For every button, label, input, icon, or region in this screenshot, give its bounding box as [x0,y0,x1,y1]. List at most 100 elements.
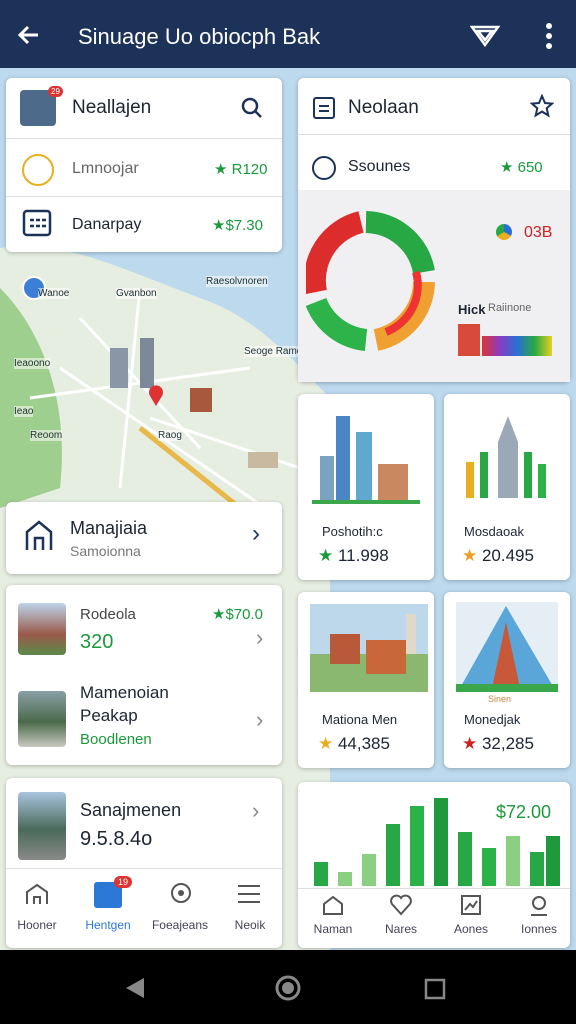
row-icon [312,156,336,180]
nav-label[interactable]: Nares [384,922,417,936]
map-label: Ieaoono [14,358,51,369]
badge: 29 [48,86,63,97]
star-icon: ★ [462,546,482,565]
star-icon: ★ [500,159,518,176]
nav-badge: 19 [114,876,133,888]
nav-label[interactable]: Hentgen [85,918,131,932]
card-title: Manajiaia [70,518,148,538]
chart-sublabel: Raiinone [488,302,532,314]
chart-label: Hick [458,302,486,317]
thumbnail [18,691,66,747]
tile-image [456,602,558,692]
tile[interactable]: Mosdaoak ★ 20.495 [444,394,570,580]
place-card[interactable]: Manajiaia Samoionna › [6,502,282,574]
thumbnail [18,792,66,860]
system-nav-bar [0,950,576,1024]
app-bar: Sinuage Uo obiocph Bak [0,0,576,68]
row-value: ★ 650 [500,158,543,176]
tile-title: Monedjak [464,712,521,727]
star-icon: ★ [214,161,232,178]
nav-label[interactable]: Aones [453,922,489,936]
chevron: › [252,798,260,823]
row-icon [22,154,54,186]
map-label: Raesolvnoren [206,276,268,287]
item-price: ★$70.0 [212,605,263,623]
value-text: 11.998 [337,546,389,565]
chart-value: 03B [524,224,553,241]
thumbnail [18,603,66,655]
row-value: ★$7.30 [212,216,263,234]
row-label[interactable]: Lmnoojar [72,160,139,177]
map-label: Seoge Ramol [244,346,305,357]
stats-value: $72.00 [496,802,552,822]
item-value: 320 [80,631,114,653]
tile-value: ★ 20.495 [462,546,534,566]
chevron: › [256,707,264,732]
nav-label[interactable]: Neoik [234,918,266,932]
donut-chart [306,211,435,351]
star-button[interactable] [530,94,554,118]
legend-icon [496,224,512,240]
nav-icon [461,895,481,915]
map-label: Ieao [14,406,34,417]
value-text: R120 [231,161,268,178]
search-button[interactable] [240,96,264,120]
tile-title: Mosdaoak [464,524,524,539]
star-icon: ★ [212,217,226,234]
star-icon: ★ [318,734,338,753]
list-icon [313,97,335,119]
chevron: › [256,625,264,650]
item-subtitle: Boodlenen [80,731,152,748]
bar-graphic [314,798,560,886]
back-key[interactable] [124,976,146,1000]
back-button[interactable] [16,22,42,48]
star-icon: ★ [462,734,482,753]
value-text: 650 [517,159,543,176]
card-subtitle: Samoionna [70,543,141,559]
nav-icon [390,894,412,916]
nav-icon [238,885,260,903]
filter-button[interactable] [470,24,500,48]
map-label: Reoom [30,430,63,441]
stats-card: $72.00 Naman Nares Aones Ionnes [298,782,570,948]
item-title[interactable]: Rodeola [80,606,136,623]
tile-image [466,416,546,498]
star-icon: ★ [318,546,338,565]
route-card: Sanajmenen 9.5.8.4o › 19 Hooner Hentgen … [6,778,282,948]
nav-icon [171,883,191,903]
card-title: Neallajen [72,97,152,118]
recents-key[interactable] [424,978,446,1000]
app-title: Sinuage Uo obiocph Bak [78,24,321,49]
item-title[interactable]: Mamenoian Peakap [80,683,169,725]
nav-label[interactable]: Ionnes [520,922,558,936]
nav-icon [26,883,48,904]
tile[interactable]: Mationa Men ★ 44,385 [298,592,434,768]
chevron: › [252,520,260,547]
row-label[interactable]: Ssounes [348,158,411,175]
tile-value: ★ 11.998 [318,546,389,566]
nav-label[interactable]: Foeajeans [151,918,209,932]
value-text: $7.30 [225,217,263,234]
tile-badge: Sinen [488,694,512,704]
home-key[interactable] [274,974,302,1002]
calendar-icon [22,209,52,237]
route-title[interactable]: Sanajmenen [80,800,182,820]
divider [6,138,282,139]
value-text: 32,285 [481,734,534,753]
row-label[interactable]: Danarpay [72,216,142,233]
tile-title: Mationa Men [322,712,398,727]
route-value: 9.5.8.4o [80,828,153,850]
map-label: Wanoe [38,288,70,299]
nav-label[interactable]: Naman [313,922,353,936]
card-title: Neolaan [348,97,419,118]
nav-icon [531,896,547,916]
tile[interactable]: Poshotih:c ★ 11.998 [298,394,434,580]
tile-value: ★ 32,285 [462,734,534,754]
list-card: Rodeola ★$70.0 320 › Mamenoian Peakap Bo… [6,585,282,765]
nav-label[interactable]: Hooner [17,918,57,932]
menu-button[interactable] [543,22,555,50]
nav-icon [323,895,343,915]
tile[interactable]: Sinen Monedjak ★ 32,285 [444,592,570,768]
divider [298,888,570,889]
